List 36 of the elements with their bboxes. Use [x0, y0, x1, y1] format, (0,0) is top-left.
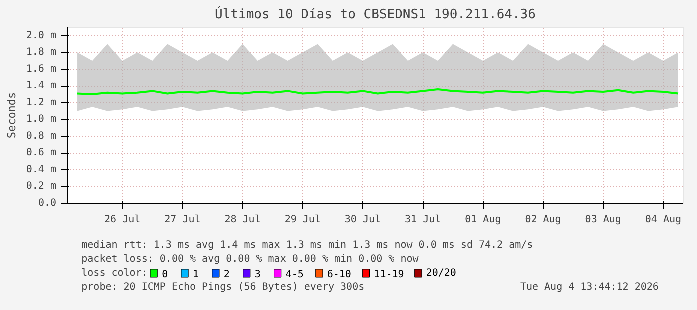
x-tick-label: 30 Jul [344, 214, 382, 226]
y-tick-label: 0.4 m [26, 164, 57, 176]
x-tick-label: 01 Aug [465, 214, 502, 226]
y-tick-label: 0.8 m [26, 130, 57, 142]
x-tick-label: 03 Aug [585, 214, 622, 226]
y-tick-label: 0.2 m [26, 181, 57, 192]
y-tick-label: 1.6 m [26, 64, 57, 75]
legend-label: 20/20 [426, 268, 456, 279]
x-tick-label: 27 Jul [164, 214, 201, 226]
legend-label: 1 [193, 270, 200, 280]
text: packet loss: 0.00 % avg 0.00 % max 0.00 % min 0.00 % now [82, 254, 420, 265]
x-tick-label: 04 Aug [645, 214, 682, 226]
text: Tue Aug 4 13:44:12 2026 [520, 282, 659, 293]
legend-label: 3 [254, 270, 261, 280]
y-axis-title: Seconds [5, 92, 18, 139]
legend-label: 4-5 [286, 270, 304, 280]
y-tick-label: 1.8 m [26, 47, 57, 58]
x-tick-label: 31 Jul [405, 214, 442, 226]
y-tick-label: 1.0 m [26, 114, 57, 126]
y-tick-label: 1.2 m [26, 97, 57, 108]
legend-label: 6-10 [327, 270, 352, 280]
chart-title: Últimos 10 Días to CBSEDNS1 190.211.64.36 [215, 6, 536, 22]
x-tick-label: 28 Jul [224, 214, 261, 226]
x-tick-label: 29 Jul [284, 214, 321, 226]
text: loss color: [82, 268, 148, 279]
legend-label: 11-19 [374, 270, 404, 280]
x-tick-label: 02 Aug [525, 214, 562, 226]
legend-label: 0 [162, 270, 168, 280]
text: probe: 20 ICMP Echo Pings (56 Bytes) every 300s [82, 282, 365, 293]
text: median rtt: 1.3 ms avg 1.4 ms max 1.3 ms min 1.3 ms now 0.0 ms sd 74.2 am/s [82, 240, 534, 251]
y-tick-label: 1.4 m [26, 80, 57, 92]
y-tick-label: 0.6 m [26, 148, 57, 159]
y-tick-label: 2.0 m [26, 30, 57, 42]
x-tick-label: 26 Jul [104, 214, 141, 226]
y-tick-label: 0.0 [38, 198, 56, 209]
legend-label: 2 [224, 270, 230, 280]
